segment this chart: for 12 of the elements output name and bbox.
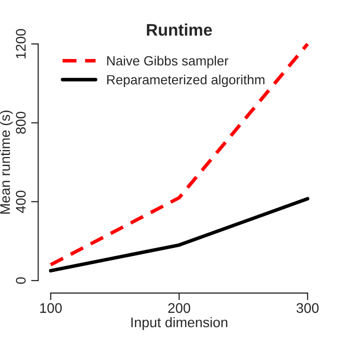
x-axis-title: Input dimension: [131, 317, 228, 330]
chart-title: Runtime: [146, 24, 212, 36]
y-tick-label: 400: [16, 190, 26, 213]
y-tick-label: 1200: [16, 29, 26, 58]
x-tick-label: 300: [296, 303, 319, 313]
legend-label: Naive Gibbs sampler: [107, 56, 228, 68]
legend-label: Reparameterized algorithm: [107, 74, 264, 88]
y-tick-label: 0: [16, 277, 26, 284]
x-tick-label: 200: [168, 303, 190, 313]
y-axis-title: Mean runtime (s): [0, 110, 13, 214]
y-tick-label: 800: [16, 112, 26, 134]
x-tick-label: 100: [40, 303, 62, 313]
